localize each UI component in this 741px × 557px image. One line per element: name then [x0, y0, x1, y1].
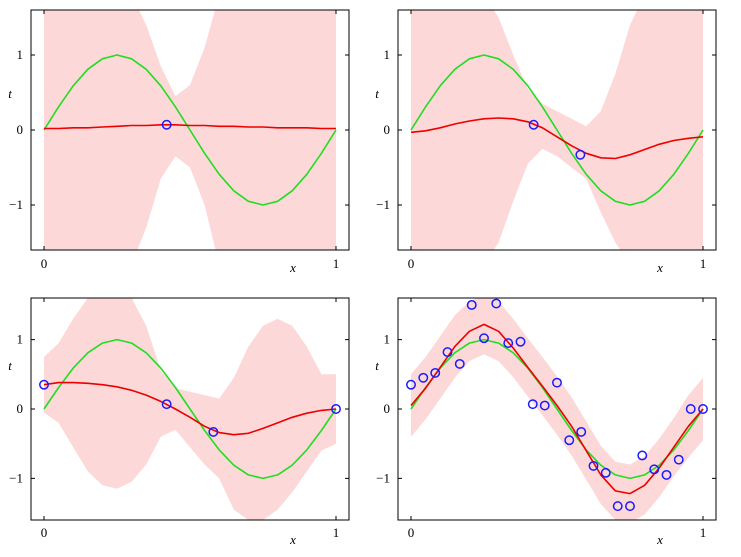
chart-panel-1: −1 0 1 0 1 x t [8, 9, 350, 275]
x-tick-label: 0 [41, 256, 48, 271]
data-point [600, 467, 611, 478]
data-point [576, 426, 587, 437]
x-axis-label: x [656, 260, 663, 275]
x-tick-label: 0 [408, 525, 415, 540]
data-point [649, 464, 660, 475]
predictive-mean-line [410, 117, 704, 160]
data-point [528, 119, 539, 130]
data-point [625, 501, 635, 512]
true-function-line [410, 338, 704, 480]
plot-area [410, 10, 704, 250]
x-axis-label: x [656, 532, 663, 547]
y-tick-label: 1 [17, 47, 24, 62]
chart-panel-3: −1 0 1 0 1 x t [8, 297, 350, 547]
data-point [466, 299, 477, 310]
y-tick-label: 0 [384, 401, 391, 416]
true-function-line [43, 54, 337, 206]
y-tick-label: −1 [376, 470, 390, 485]
y-axis-label: t [375, 86, 379, 101]
data-point [418, 372, 429, 383]
data-point [698, 404, 708, 414]
data-point [479, 333, 489, 344]
true-function-line [43, 338, 337, 480]
data-point [588, 460, 599, 471]
data-point [331, 404, 341, 414]
x-tick-label: 1 [700, 256, 707, 271]
data-point [430, 367, 441, 378]
x-tick-label: 1 [700, 525, 707, 540]
data-point [161, 119, 172, 130]
true-function-line [410, 54, 704, 206]
y-tick-label: −1 [9, 197, 23, 212]
plot-area [43, 10, 337, 250]
chart-panel-4: −1 0 1 0 1 x t [375, 297, 717, 547]
y-axis-label: t [8, 358, 12, 373]
plot-area [39, 298, 341, 520]
x-axis-label: x [289, 532, 296, 547]
data-point [661, 469, 672, 480]
plot-area [406, 298, 708, 520]
data-point [575, 149, 586, 160]
data-point [612, 501, 623, 512]
data-point [564, 435, 575, 446]
uncertainty-band [44, 10, 336, 250]
data-point [673, 454, 684, 465]
y-tick-label: −1 [376, 197, 390, 212]
data-point [208, 426, 219, 437]
x-tick-label: 0 [41, 525, 48, 540]
predictive-mean-line [44, 124, 336, 130]
y-axis-label: t [8, 86, 12, 101]
y-tick-label: −1 [9, 470, 23, 485]
data-point [39, 379, 49, 390]
y-tick-label: 0 [384, 122, 391, 137]
y-tick-label: 0 [17, 401, 24, 416]
y-tick-label: 1 [384, 332, 391, 347]
y-tick-label: 0 [17, 122, 24, 137]
x-tick-label: 1 [333, 256, 340, 271]
y-tick-label: 1 [17, 332, 24, 347]
data-point [503, 338, 514, 349]
predictive-mean-line [43, 381, 337, 436]
x-tick-label: 0 [408, 256, 415, 271]
uncertainty-band [411, 10, 703, 250]
data-point [491, 298, 502, 309]
chart-panel-2: −1 0 1 0 1 x t [375, 9, 717, 275]
data-point [161, 399, 172, 410]
data-point [637, 450, 648, 461]
data-point [527, 399, 538, 410]
y-tick-label: 1 [384, 47, 391, 62]
data-point [552, 377, 562, 388]
data-point [454, 358, 465, 369]
data-point [685, 404, 696, 414]
x-tick-label: 1 [333, 525, 340, 540]
data-point [406, 379, 416, 390]
data-point [515, 336, 526, 347]
data-point [539, 400, 550, 411]
x-axis-label: x [289, 260, 296, 275]
uncertainty-band [44, 298, 336, 520]
data-point [442, 347, 453, 358]
y-axis-label: t [375, 358, 379, 373]
